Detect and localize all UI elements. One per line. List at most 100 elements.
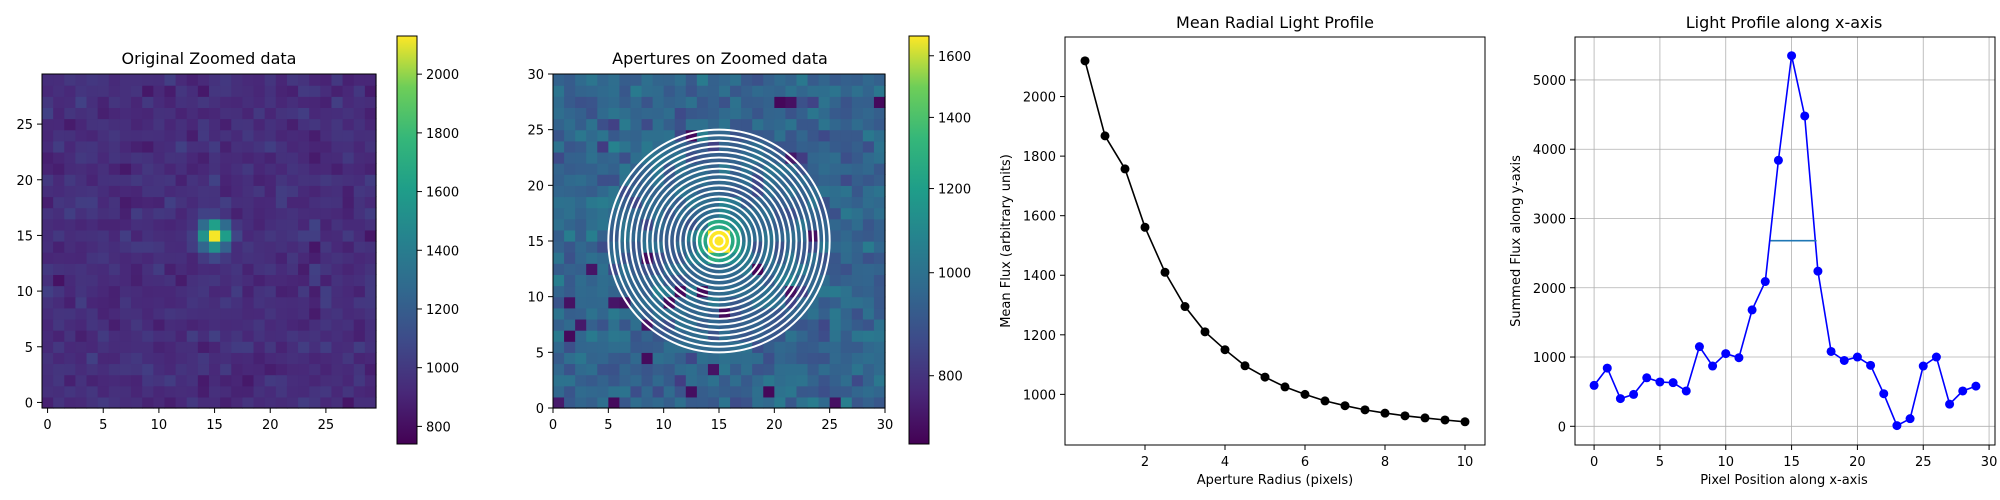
heatmap-cell xyxy=(164,85,177,97)
heatmap-cell xyxy=(175,196,188,209)
heatmap-cell xyxy=(818,218,831,231)
heatmap-cell xyxy=(696,140,709,153)
heatmap-cell xyxy=(862,118,875,131)
aperture-ring xyxy=(706,228,732,254)
heatmap-cell xyxy=(685,107,698,120)
heatmap-cell xyxy=(75,163,88,175)
heatmap-cell xyxy=(353,330,366,342)
heatmap-cell xyxy=(175,263,188,275)
heatmap-cell xyxy=(785,330,798,342)
heatmap-cell xyxy=(53,163,65,175)
heatmap-cell xyxy=(719,352,731,365)
heatmap-cell xyxy=(331,241,344,253)
y-tick-label: 20 xyxy=(527,179,544,194)
heatmap-cell xyxy=(75,207,88,220)
heatmap-cell xyxy=(86,341,99,353)
heatmap-cell xyxy=(586,385,598,398)
heatmap-cell xyxy=(774,318,786,331)
heatmap-cell xyxy=(818,352,831,365)
heatmap-cell xyxy=(86,151,99,164)
heatmap-cell xyxy=(42,285,54,298)
heatmap-cell xyxy=(164,241,177,253)
heatmap-cell xyxy=(840,207,853,220)
heatmap-cell xyxy=(97,274,110,287)
heatmap-cell xyxy=(253,163,266,175)
heatmap-cell xyxy=(298,330,310,342)
heatmap-cell xyxy=(86,285,99,298)
heatmap-cell xyxy=(42,185,54,198)
heatmap-cell xyxy=(231,174,243,186)
heatmap-cell xyxy=(575,174,587,186)
heatmap-cell xyxy=(796,285,809,298)
heatmap-cell xyxy=(108,396,121,409)
heatmap-cell xyxy=(231,129,243,142)
data-point xyxy=(1721,349,1731,359)
heatmap-cell xyxy=(840,218,853,231)
heatmap-cell xyxy=(663,207,676,220)
heatmap-cell xyxy=(696,174,709,186)
heatmap-cell xyxy=(785,252,798,264)
heatmap-cell xyxy=(364,396,377,409)
heatmap-cell xyxy=(707,352,720,365)
y-tick-label: 2000 xyxy=(1023,91,1056,106)
heatmap-cell xyxy=(873,151,886,164)
heatmap-cell xyxy=(320,129,333,142)
heatmap-cell xyxy=(353,140,366,153)
heatmap-cell xyxy=(197,151,210,164)
heatmap-cell xyxy=(741,363,753,376)
y-tick-label: 0 xyxy=(25,396,33,411)
heatmap-cell xyxy=(674,151,687,164)
heatmap-cell xyxy=(364,74,377,86)
heatmap-cell xyxy=(153,151,166,164)
heatmap-cell xyxy=(752,330,764,342)
heatmap-cell xyxy=(286,263,299,275)
heatmap-cell xyxy=(164,140,177,153)
heatmap-cell xyxy=(97,352,110,365)
heatmap-cell xyxy=(586,374,598,387)
heatmap-cell xyxy=(575,263,587,275)
heatmap-cell xyxy=(119,129,132,142)
heatmap-cell xyxy=(696,374,709,387)
heatmap-cell xyxy=(630,140,643,153)
heatmap-cell xyxy=(597,207,609,220)
heatmap-cell xyxy=(807,140,820,153)
heatmap-cell xyxy=(652,118,665,131)
heatmap-cell xyxy=(641,129,654,142)
heatmap-cell xyxy=(873,118,886,131)
heatmap-cell xyxy=(862,163,875,175)
heatmap-cell xyxy=(42,229,54,242)
heatmap-cell xyxy=(275,296,288,309)
heatmap-cell xyxy=(674,185,687,198)
heatmap-cell xyxy=(153,252,166,264)
heatmap-cell xyxy=(197,174,210,186)
heatmap-cell xyxy=(353,396,366,409)
heatmap-cell xyxy=(608,129,620,142)
heatmap-cell xyxy=(707,118,720,131)
heatmap-cell xyxy=(851,263,864,275)
heatmap-cell xyxy=(840,74,853,86)
heatmap-cell xyxy=(197,118,210,131)
heatmap-cell xyxy=(231,241,243,253)
heatmap-cell xyxy=(575,140,587,153)
heatmap-cell xyxy=(586,107,598,120)
heatmap-cell xyxy=(674,85,687,97)
heatmap-cell xyxy=(752,129,764,142)
heatmap-cell xyxy=(774,285,786,298)
heatmap-cell xyxy=(53,174,65,186)
heatmap-cell xyxy=(108,207,121,220)
heatmap-cell xyxy=(364,140,377,153)
heatmap-cell xyxy=(586,174,598,186)
heatmap-cell xyxy=(253,185,266,198)
heatmap-cell xyxy=(364,185,377,198)
heatmap-cell xyxy=(64,118,76,131)
heatmap-cell xyxy=(209,296,221,309)
heatmap-cell xyxy=(785,307,798,320)
heatmap-cell xyxy=(209,151,221,164)
heatmap-cell xyxy=(164,196,177,209)
heatmap-cell xyxy=(564,274,576,287)
heatmap-cell xyxy=(342,352,355,365)
heatmap-cell xyxy=(553,218,565,231)
heatmap-cell xyxy=(153,129,166,142)
heatmap-cell xyxy=(119,341,132,353)
panel4-xlabel: Pixel Position along x-axis xyxy=(1700,473,1868,488)
